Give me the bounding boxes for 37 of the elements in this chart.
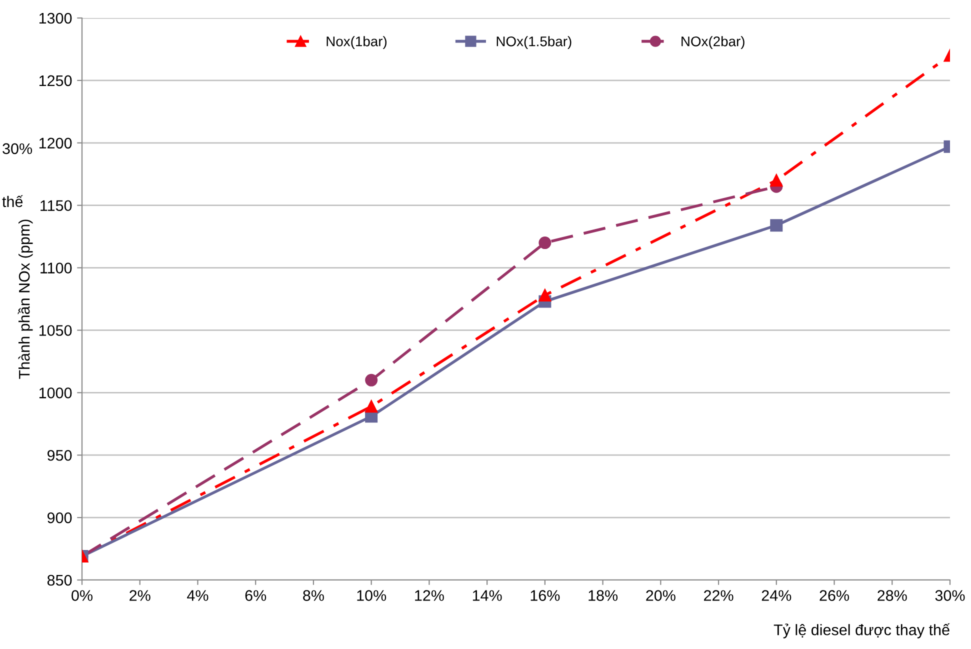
x-tick-label: 8% <box>303 590 324 601</box>
point <box>365 374 378 386</box>
y-tick-label: 1000 <box>39 388 72 398</box>
x-tick-label: 2% <box>130 590 150 601</box>
x-tick-label: 4% <box>187 590 208 601</box>
x-tick-label: 28% <box>878 590 907 601</box>
x-tick-label: 0% <box>72 590 92 601</box>
y-tick-label: 850 <box>47 574 72 586</box>
x-tick-label: 6% <box>245 590 266 601</box>
x-tick-label: 20% <box>646 590 676 601</box>
x-tick-label: 26% <box>820 590 850 601</box>
x-tick-label: 24% <box>762 590 792 601</box>
x-tick-label: 14% <box>472 590 502 601</box>
y-tick-label: 950 <box>48 450 72 461</box>
point <box>538 289 552 302</box>
point <box>365 400 378 413</box>
y-tick-label: 1250 <box>39 75 72 86</box>
x-tick-label: 10% <box>357 590 386 601</box>
y-axis-title: Thành phần NOx (ppm) <box>18 220 33 379</box>
point <box>538 236 552 250</box>
y-tick-label: 1200 <box>39 138 72 149</box>
y-tick-label: 1150 <box>40 200 72 212</box>
legend-label: NOx(1.5bar) <box>496 36 572 50</box>
y-tick-label: 1100 <box>40 262 72 274</box>
text: 30% <box>2 143 32 154</box>
legend-label: Nox(1bar) <box>326 36 387 50</box>
x-tick-label: 30% <box>935 590 965 601</box>
y-tick-label: 1300 <box>39 12 72 24</box>
legend-label: NOx(2bar) <box>682 36 744 50</box>
y-tick-label: 900 <box>48 512 72 524</box>
x-tick-label: 16% <box>530 590 560 601</box>
x-tick-label: 18% <box>588 590 618 601</box>
x-tick-label: 22% <box>704 590 734 601</box>
x-axis-title: Tỷ lệ diesel được thay thế <box>774 623 950 638</box>
y-tick-label: 1050 <box>39 325 72 336</box>
text: thế <box>2 195 24 208</box>
x-tick-label: 12% <box>415 590 444 601</box>
